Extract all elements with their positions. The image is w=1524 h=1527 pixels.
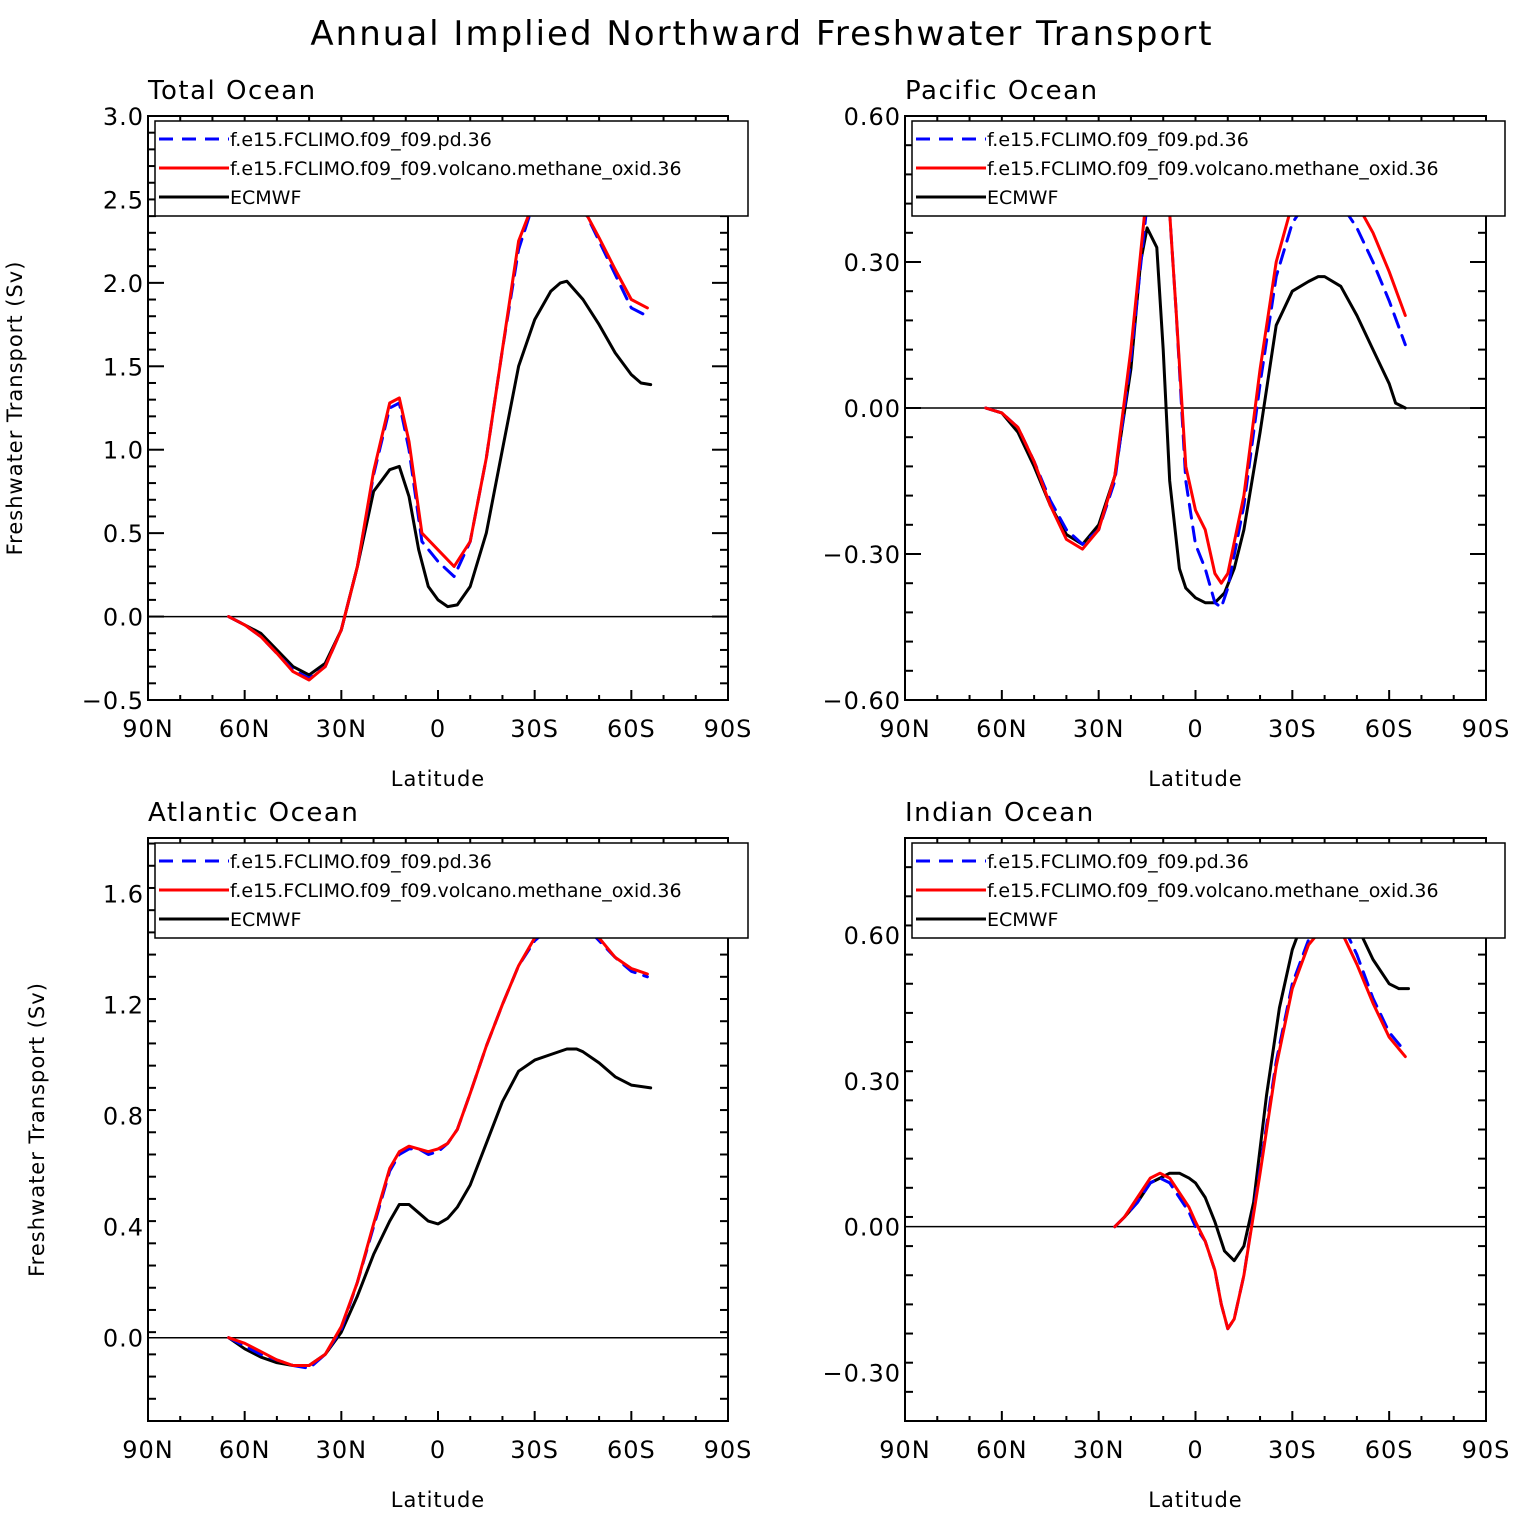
x-tick-label: 30S [510, 715, 559, 743]
x-tick-label: 60S [607, 1436, 656, 1464]
y-tick-label: 0.5 [103, 520, 144, 548]
legend-label: f.e15.FCLIMO.f09_f09.volcano.methane_oxi… [230, 158, 682, 180]
y-tick-label: −0.60 [822, 687, 901, 715]
x-tick-label: 90N [122, 715, 174, 743]
x-tick-label: 90N [879, 1436, 931, 1464]
legend-label: f.e15.FCLIMO.f09_f09.pd.36 [230, 129, 492, 151]
figure-title: Annual Implied Northward Freshwater Tran… [310, 14, 1213, 54]
x-tick-label: 60S [1365, 1436, 1414, 1464]
series-line-volcano [227, 917, 649, 1367]
y-tick-label: −0.5 [82, 687, 144, 715]
series-line-pd [227, 917, 649, 1370]
y-tick-label: 0.4 [103, 1214, 144, 1242]
series-line-pd [984, 134, 1407, 609]
x-tick-label: 90S [704, 715, 753, 743]
y-tick-label: 0.60 [844, 103, 901, 131]
y-tick-label: 3.0 [103, 103, 144, 131]
y-tick-label: 1.6 [103, 881, 144, 909]
x-tick-label: 0 [430, 1436, 446, 1464]
legend-label: f.e15.FCLIMO.f09_f09.pd.36 [987, 851, 1249, 873]
y-tick-label: 1.5 [103, 353, 144, 381]
panel-title: Atlantic Ocean [148, 798, 359, 828]
x-tick-label: 30S [1268, 1436, 1317, 1464]
x-tick-label: 30S [1268, 715, 1317, 743]
series-line-pd [227, 184, 649, 680]
y-tick-label: 1.2 [103, 992, 144, 1020]
panel-title: Pacific Ocean [905, 76, 1099, 106]
y-axis-label: Freshwater Transport (Sv) [25, 982, 49, 1277]
x-axis-label: Latitude [1148, 1488, 1242, 1512]
y-tick-label: −0.30 [822, 541, 901, 569]
legend-label: f.e15.FCLIMO.f09_f09.pd.36 [987, 129, 1249, 151]
x-tick-label: 30S [510, 1436, 559, 1464]
series-line-volcano [1113, 924, 1407, 1331]
x-tick-label: 60S [1365, 715, 1414, 743]
legend-label: f.e15.FCLIMO.f09_f09.volcano.methane_oxi… [987, 880, 1439, 902]
legend-box [911, 842, 1506, 939]
panel-title: Indian Ocean [905, 798, 1095, 828]
legend-label: ECMWF [987, 909, 1058, 931]
panel-1: Total Ocean 90N 60N 30N 0 30S 60S 90S −0.5 0.0 0.5… [3, 76, 753, 791]
panel-title: Total Ocean [147, 76, 317, 106]
x-tick-label: 90S [704, 1436, 753, 1464]
legend-box [154, 842, 749, 939]
y-tick-label: 0.0 [103, 604, 144, 632]
y-tick-label: 0.8 [103, 1103, 144, 1131]
legend-label: f.e15.FCLIMO.f09_f09.volcano.methane_oxi… [230, 880, 682, 902]
x-tick-label: 60N [976, 1436, 1028, 1464]
series-line-ecmwf [984, 226, 1407, 605]
series-line-ecmwf [227, 1047, 653, 1367]
y-tick-label: 0.0 [103, 1325, 144, 1353]
legend-label: ECMWF [987, 187, 1058, 209]
y-tick-label: 0.00 [844, 1214, 901, 1242]
x-tick-label: 0 [1187, 1436, 1203, 1464]
x-axis-label: Latitude [391, 1488, 485, 1512]
legend-label: f.e15.FCLIMO.f09_f09.pd.36 [230, 851, 492, 873]
panel-2: Pacific Ocean 90N 60N 30N 0 30S 60S 90S −0.60 −0.… [822, 76, 1511, 791]
x-axis-label: Latitude [1148, 767, 1242, 791]
series-line-ecmwf [1113, 885, 1410, 1263]
x-tick-label: 30N [1073, 1436, 1125, 1464]
y-axis-label: Freshwater Transport (Sv) [3, 261, 27, 556]
x-tick-label: 60N [976, 715, 1028, 743]
y-tick-label: 0.30 [844, 249, 901, 277]
x-tick-label: 30N [316, 1436, 368, 1464]
x-tick-label: 90N [879, 715, 931, 743]
x-tick-label: 30N [1073, 715, 1125, 743]
x-tick-label: 90S [1462, 1436, 1511, 1464]
y-tick-label: 0.30 [844, 1068, 901, 1096]
series-line-volcano [227, 181, 649, 682]
x-tick-label: 60S [607, 715, 656, 743]
y-tick-label: 1.0 [103, 437, 144, 465]
y-tick-label: 0.00 [844, 395, 901, 423]
panels-container: Total Ocean 90N 60N 30N 0 30S 60S 90S −0.5 0.0 0.5… [3, 76, 1511, 1512]
x-tick-label: 0 [430, 715, 446, 743]
x-tick-label: 90S [1462, 715, 1511, 743]
x-tick-label: 90N [122, 1436, 174, 1464]
series-line-ecmwf [227, 279, 653, 677]
y-tick-label: 2.5 [103, 186, 144, 214]
x-tick-label: 60N [219, 1436, 271, 1464]
y-tick-label: 0.60 [844, 922, 901, 950]
y-tick-label: −0.30 [822, 1359, 901, 1387]
panel-4: Indian Ocean 90N 60N 30N 0 30S 60S 90S −0.30 0.00… [822, 798, 1511, 1512]
x-tick-label: 0 [1187, 715, 1203, 743]
legend-label: ECMWF [230, 909, 301, 931]
panel-3: Atlantic Ocean 90N 60N 30N 0 30S 60S 90S 0.0 0.4 0… [25, 798, 753, 1512]
legend-box [154, 120, 749, 217]
x-axis-label: Latitude [391, 767, 485, 791]
legend-box [911, 120, 1506, 217]
legend-label: f.e15.FCLIMO.f09_f09.volcano.methane_oxi… [987, 158, 1439, 180]
x-tick-label: 60N [219, 715, 271, 743]
y-tick-label: 2.0 [103, 270, 144, 298]
x-tick-label: 30N [316, 715, 368, 743]
legend-label: ECMWF [230, 187, 301, 209]
